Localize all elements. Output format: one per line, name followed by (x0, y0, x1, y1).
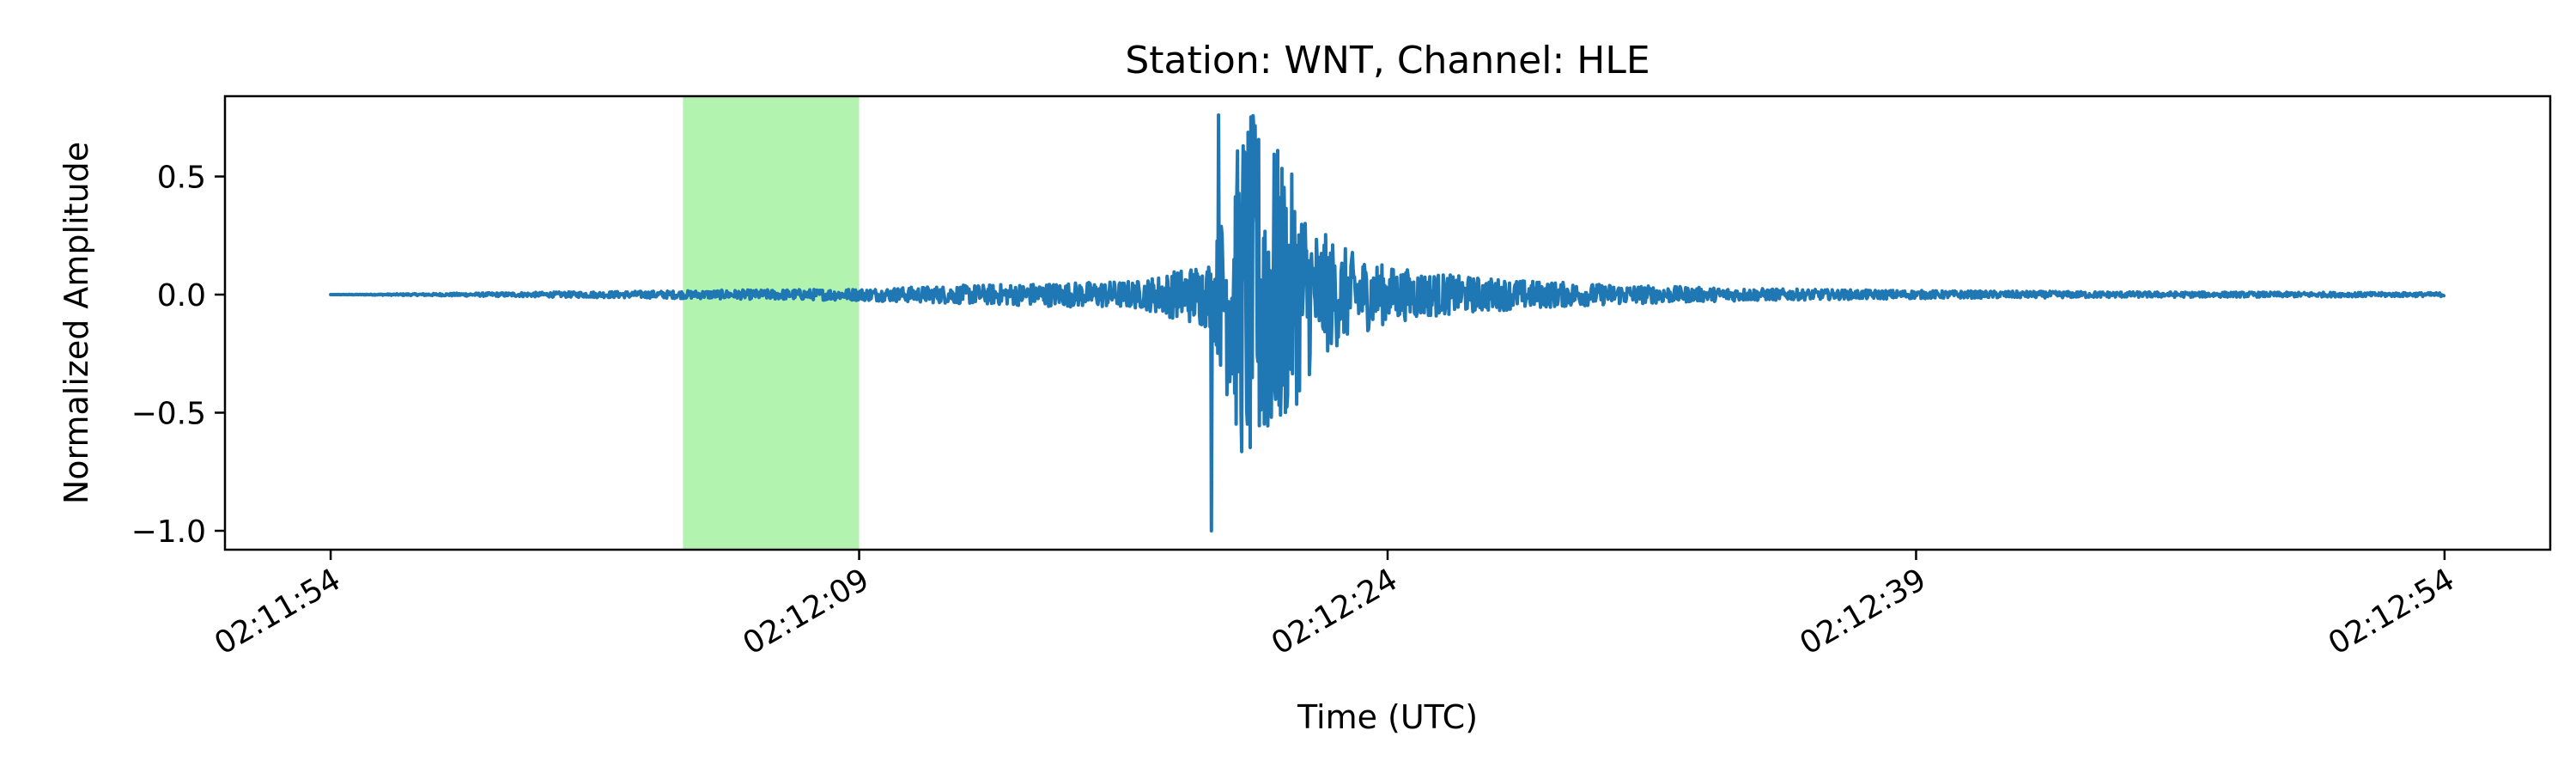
y-tick-label: −0.5 (131, 397, 206, 432)
y-axis: 0.5 0.0 −0.5 −1.0 (131, 161, 225, 550)
waveform-line (329, 113, 2446, 533)
x-tick-label: 02:12:39 (1794, 562, 1932, 661)
chart-title: Station: WNT, Channel: HLE (1125, 39, 1649, 82)
y-tick-label: −1.0 (131, 514, 206, 550)
highlight-band (683, 97, 860, 549)
x-tick-label: 02:12:54 (2323, 562, 2461, 661)
y-axis-label: Normalized Amplitude (58, 142, 95, 504)
x-axis: 02:11:54 02:12:09 02:12:24 02:12:39 02:12:54 (209, 550, 2460, 662)
x-tick-label: 02:12:24 (1266, 562, 1404, 661)
x-tick-label: 02:11:54 (209, 562, 347, 661)
y-tick-label: 0.0 (157, 278, 206, 313)
y-tick-label: 0.5 (157, 161, 206, 196)
x-axis-label: Time (UTC) (1297, 698, 1478, 736)
x-tick-label: 02:12:09 (738, 562, 876, 661)
series-layer (329, 113, 2446, 533)
plot-frame (223, 94, 2552, 551)
